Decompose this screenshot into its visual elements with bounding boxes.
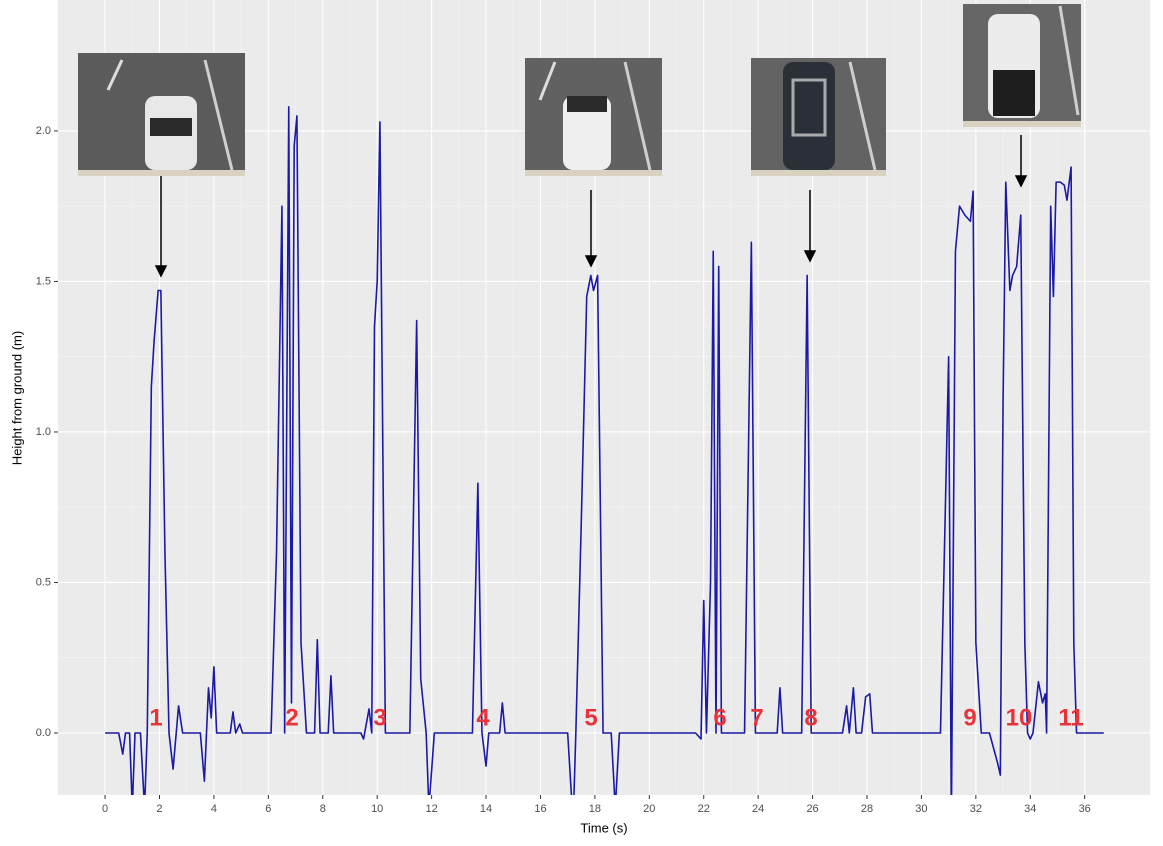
y-tick-label: 1.0 [36, 426, 51, 438]
annotation: 3 [373, 704, 386, 731]
x-tick-label: 2 [156, 803, 162, 815]
x-tick-label: 18 [589, 803, 601, 815]
x-tick-label: 10 [371, 803, 383, 815]
x-tick-label: 28 [861, 803, 873, 815]
photo [963, 4, 1081, 127]
annotation: 10 [1006, 704, 1033, 731]
annotation: 8 [804, 704, 817, 731]
annotation: 9 [963, 704, 976, 731]
y-tick-label: 2.0 [36, 125, 51, 137]
x-tick-label: 32 [970, 803, 982, 815]
x-tick-label: 26 [806, 803, 818, 815]
annotation: 6 [713, 704, 726, 731]
photo [751, 58, 886, 176]
x-tick-label: 14 [480, 803, 492, 815]
annotation: 7 [750, 704, 763, 731]
plot [105, 106, 1104, 795]
x-tick-label: 34 [1024, 803, 1036, 815]
x-tick-label: 4 [211, 803, 217, 815]
x-axis-title: Time (s) [580, 820, 627, 835]
x-tick-label: 24 [752, 803, 764, 815]
x-tick-label: 20 [643, 803, 655, 815]
photo [525, 58, 662, 176]
x-tick-label: 30 [915, 803, 927, 815]
x-tick-label: 16 [534, 803, 546, 815]
x-tick-label: 22 [698, 803, 710, 815]
y-tick-label: 1.5 [36, 275, 51, 287]
labels: 0 2 4 6 8 10 12 14 16 18 20 22 24 26 28 30 32 34 360.00.51… [36, 125, 1091, 815]
annotation: 1 [149, 704, 162, 731]
annotation: 4 [476, 704, 490, 731]
arrows [154, 135, 1028, 278]
y-tick-label: 0.5 [36, 576, 51, 588]
x-tick-label: 12 [425, 803, 437, 815]
y-axis-title: Height from ground (m) [9, 331, 24, 465]
annotation: 5 [584, 704, 597, 731]
annotation: 11 [1058, 704, 1083, 731]
y-tick-label: 0.0 [36, 727, 51, 739]
x-tick-label: 0 [102, 803, 108, 815]
photos [78, 4, 1081, 176]
annotation-numbers: 1 2 3 4 5 6 7 8 9 10 11 [149, 704, 1083, 731]
x-tick-label: 6 [265, 803, 271, 815]
annotation: 2 [285, 704, 298, 731]
x-tick-label: 36 [1079, 803, 1091, 815]
data-line [105, 106, 1104, 795]
photo [78, 53, 245, 176]
x-tick-label: 8 [320, 803, 326, 815]
